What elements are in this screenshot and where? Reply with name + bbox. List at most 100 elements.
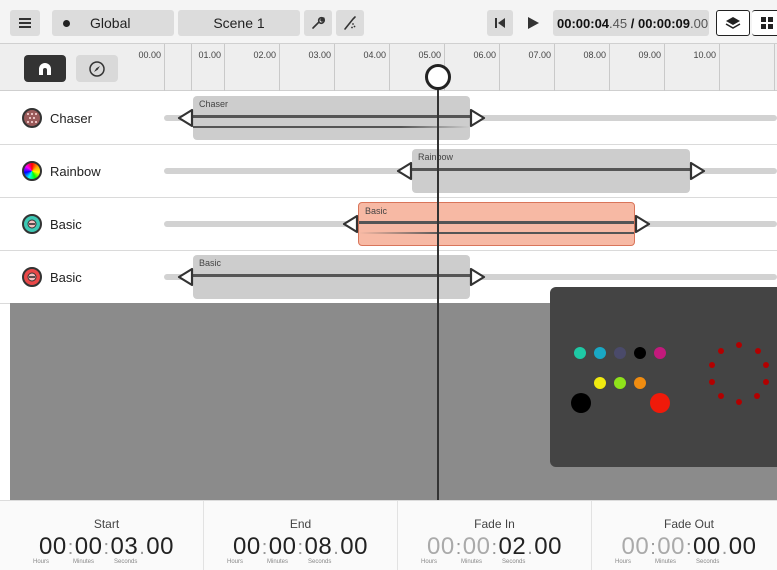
clip-end-handle[interactable]: [469, 267, 487, 287]
fixture-led: [574, 347, 586, 359]
ruler-tick: 03.00: [308, 44, 335, 91]
grid-button[interactable]: [752, 10, 777, 36]
unit-label: Hours: [615, 559, 632, 565]
unit-label: Seconds: [308, 559, 332, 565]
end-time-field[interactable]: End 00:00:08.00 Hours Minutes Seconds: [204, 501, 398, 570]
menu-button[interactable]: [10, 10, 40, 36]
clip-end-handle[interactable]: [689, 161, 707, 181]
unit-label: Minutes: [73, 559, 95, 565]
unit-label: Minutes: [655, 559, 677, 565]
fixture-led: [763, 379, 769, 385]
clip-chaser[interactable]: Chaser: [193, 96, 470, 140]
fixture-led: [650, 393, 670, 413]
layers-icon: [725, 17, 741, 29]
rainbow-icon: [22, 161, 42, 181]
time-display: 00:00:04.45 / 00:00:09.00: [553, 10, 709, 36]
menu-icon: [19, 18, 31, 28]
minutes-value: 00: [268, 533, 297, 560]
status-dot-icon: [63, 19, 70, 27]
basic-icon: [22, 267, 42, 287]
track-name: Basic: [50, 216, 82, 232]
layers-button[interactable]: [716, 10, 750, 36]
start-time-field[interactable]: Start 00:00:03.00 Hours Minutes Seconds: [10, 501, 204, 570]
fade-out-field[interactable]: Fade Out 00:00:00.00 Hours Minutes Secon…: [592, 501, 777, 570]
ruler-tick: 09.00: [638, 44, 665, 91]
view-mode-switch: [0, 44, 164, 91]
unit-label: Seconds: [114, 559, 138, 565]
total-time-fraction: .00: [690, 15, 709, 31]
track-row-basic-1[interactable]: Basic Basic: [0, 198, 777, 251]
scene-label: Scene 1: [213, 15, 265, 31]
track-label: Basic: [22, 214, 82, 234]
fixture-led: [634, 347, 646, 359]
minutes-value: 00: [657, 533, 685, 560]
tick-label: 03.00: [308, 50, 331, 60]
field-title: End: [289, 517, 312, 531]
seconds-value: 02: [498, 533, 527, 560]
hours-value: 00: [39, 533, 67, 560]
time-value: 00:00:02.00: [427, 533, 562, 560]
hours-value: 00: [427, 533, 455, 560]
fixture-led: [614, 347, 626, 359]
fixture-led: [736, 342, 742, 348]
track-name: Basic: [50, 269, 82, 285]
seconds-value: 03: [110, 533, 139, 560]
clip-start-handle[interactable]: [395, 161, 413, 181]
timeline-header: 00.00 00.00 01.00 02.00 03.00 04.00 05.0…: [0, 44, 777, 91]
fixture-led: [654, 347, 666, 359]
timeline-mode-button[interactable]: [24, 55, 66, 82]
clock-mode-button[interactable]: [76, 55, 118, 82]
clip-start-handle[interactable]: [176, 267, 194, 287]
current-time: 00:00:04: [557, 15, 610, 31]
time-ruler[interactable]: 00.00 00.00 01.00 02.00 03.00 04.00 05.0…: [138, 44, 777, 91]
playhead-handle[interactable]: [425, 64, 451, 90]
settings-button[interactable]: [304, 10, 332, 36]
frames-value: 00: [534, 533, 562, 560]
tick-label: 10.00: [693, 50, 716, 60]
ruler-tick: 07.00: [528, 44, 555, 91]
brush-button[interactable]: [336, 10, 364, 36]
track-name: Rainbow: [50, 163, 101, 179]
clip-rainbow[interactable]: Rainbow: [412, 149, 690, 193]
global-button[interactable]: Global: [52, 10, 174, 36]
clip-bar: [359, 221, 634, 224]
track-name: Chaser: [50, 110, 92, 126]
playhead-line: [437, 76, 439, 500]
clip-bar: [412, 168, 690, 171]
fixture-led: [594, 347, 606, 359]
unit-label: Seconds: [696, 559, 720, 565]
clip-start-handle[interactable]: [176, 108, 194, 128]
tick-label: 05.00: [418, 50, 441, 60]
scene-button[interactable]: Scene 1: [178, 10, 300, 36]
hours-value: 00: [621, 533, 650, 560]
clip-fade-bar: [359, 232, 634, 234]
tick-label: 07.00: [528, 50, 551, 60]
clip-start-handle[interactable]: [341, 214, 359, 234]
clip-basic[interactable]: Basic: [193, 255, 470, 299]
track-label: Chaser: [22, 108, 92, 128]
clip-fade-bar: [193, 126, 470, 128]
clip-basic-selected[interactable]: Basic: [358, 202, 635, 246]
track-row-rainbow[interactable]: Rainbow Rainbow: [0, 145, 777, 198]
fixture-led: [763, 362, 769, 368]
ruler-tick: 06.00: [473, 44, 500, 91]
play-button[interactable]: [518, 10, 548, 36]
unit-label: Seconds: [502, 559, 526, 565]
ruler-tick: 01.00: [198, 44, 225, 91]
unit-label: Minutes: [267, 559, 289, 565]
track-row-chaser[interactable]: Chaser Chaser: [0, 92, 777, 145]
field-title: Fade Out: [663, 517, 715, 531]
clip-end-handle[interactable]: [469, 108, 487, 128]
fixture-led: [755, 348, 761, 354]
track-label: Rainbow: [22, 161, 101, 181]
unit-label: Minutes: [461, 559, 483, 565]
fixture-led: [709, 362, 715, 368]
clip-end-handle[interactable]: [634, 214, 652, 234]
tick-label: 08.00: [583, 50, 606, 60]
unit-label: Hours: [227, 559, 244, 565]
fixture-led: [718, 348, 724, 354]
fade-in-field[interactable]: Fade In 00:00:02.00 Hours Minutes Second…: [398, 501, 592, 570]
clip-label: Rainbow: [418, 152, 454, 162]
fixture-led: [594, 377, 606, 389]
skip-to-start-button[interactable]: [487, 10, 513, 36]
